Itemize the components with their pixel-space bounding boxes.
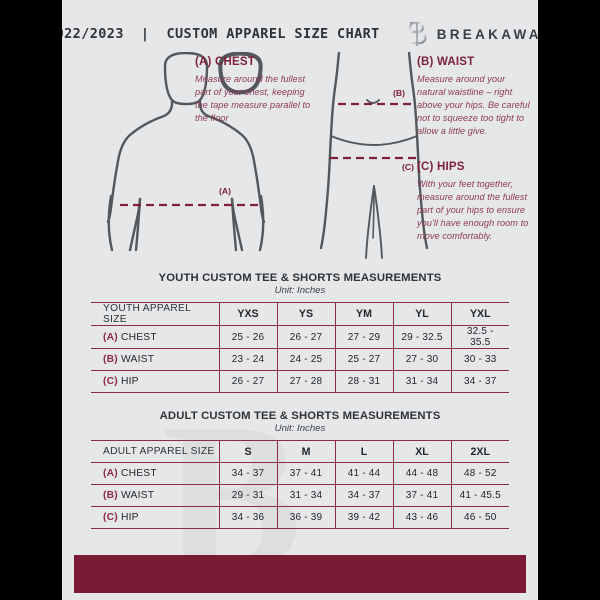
- waist-marker-label: (B): [393, 88, 405, 98]
- adult-r2-c4: 46 - 50: [451, 506, 509, 529]
- adult-size-table: ADULT APPAREL SIZE S M L XL 2XL (A) CHES…: [91, 440, 509, 529]
- chest-caption-body: Measure around the fullest part of your …: [195, 74, 311, 124]
- adult-r1-c4: 41 - 45.5: [451, 484, 509, 507]
- adult-table-unit: Unit: Inches: [274, 423, 326, 434]
- waist-caption-body: Measure around your natural waistline – …: [417, 74, 530, 137]
- table-header-row: ADULT APPAREL SIZE S M L XL 2XL: [91, 440, 509, 463]
- header-chart-title: CUSTOM APPAREL SIZE CHART: [166, 26, 380, 42]
- footer-bar: [74, 555, 526, 593]
- table-row: (B) WAIST 23 - 24 24 - 25 25 - 27 27 - 3…: [91, 348, 509, 371]
- adult-r2-c2: 39 - 42: [335, 506, 394, 529]
- chest-marker-label: (A): [219, 186, 231, 196]
- youth-r1-c0: 23 - 24: [219, 348, 278, 371]
- table-row: (C) HIP 34 - 36 36 - 39 39 - 42 43 - 46 …: [91, 506, 509, 529]
- adult-col-0: S: [219, 440, 278, 463]
- measurement-diagram: (A) (B) (C) (A) CHEST Measure around the…: [62, 52, 538, 270]
- header-season: 2022/2023: [62, 26, 124, 42]
- youth-r0-c4: 32.5 - 35.5: [451, 325, 509, 349]
- youth-table-unit: Unit: Inches: [274, 285, 326, 296]
- table-row: (A) CHEST 34 - 37 37 - 41 41 - 44 44 - 4…: [91, 462, 509, 485]
- adult-r1-c0: 29 - 31: [219, 484, 278, 507]
- adult-r0-c0: 34 - 37: [219, 462, 278, 485]
- youth-r2-c3: 31 - 34: [393, 370, 452, 393]
- waist-caption-heading: (B) WAIST: [417, 56, 475, 68]
- brand-name: BREAKAWAY: [436, 26, 538, 42]
- youth-row-1-label: (B) WAIST: [91, 348, 220, 371]
- adult-col-2: L: [335, 440, 394, 463]
- adult-row-0-label: (A) CHEST: [91, 462, 220, 485]
- table-row: (C) HIP 26 - 27 27 - 28 28 - 31 31 - 34 …: [91, 370, 509, 393]
- adult-row-1-label: (B) WAIST: [91, 484, 220, 507]
- youth-col-1: YS: [277, 302, 336, 326]
- header-title: 2022/2023 | CUSTOM APPAREL SIZE CHART: [62, 26, 380, 42]
- adult-r0-c1: 37 - 41: [277, 462, 336, 485]
- hips-caption-body: With your feet together, measure around …: [417, 179, 529, 242]
- youth-r0-c0: 25 - 26: [219, 325, 278, 349]
- body-figures-svg: [106, 52, 429, 259]
- adult-table-title: ADULT CUSTOM TEE & SHORTS MEASUREMENTS: [159, 410, 441, 422]
- youth-r1-c2: 25 - 27: [335, 348, 394, 371]
- adult-r1-c1: 31 - 34: [277, 484, 336, 507]
- adult-r2-c1: 36 - 39: [277, 506, 336, 529]
- youth-r1-c4: 30 - 33: [451, 348, 509, 371]
- youth-r2-c1: 27 - 28: [277, 370, 336, 393]
- youth-r1-c1: 24 - 25: [277, 348, 336, 371]
- adult-col-4: 2XL: [451, 440, 509, 463]
- youth-col-4: YXL: [451, 302, 509, 326]
- chest-caption-heading: (A) CHEST: [195, 56, 255, 68]
- youth-col-0: YXS: [219, 302, 278, 326]
- size-chart-page: B 2022/2023 | CUSTOM APPAREL SIZE CHART …: [62, 0, 538, 600]
- adult-r0-c2: 41 - 44: [335, 462, 394, 485]
- youth-row-0-label: (A) CHEST: [91, 325, 220, 349]
- youth-r0-c1: 26 - 27: [277, 325, 336, 349]
- adult-r0-c4: 48 - 52: [451, 462, 509, 485]
- adult-r2-c3: 43 - 46: [393, 506, 452, 529]
- youth-measurements-block: YOUTH CUSTOM TEE & SHORTS MEASUREMENTS U…: [62, 272, 538, 393]
- hips-caption: (C) HIPS With your feet together, measur…: [417, 161, 535, 243]
- adult-r0-c3: 44 - 48: [393, 462, 452, 485]
- table-header-row: YOUTH APPAREL SIZE YXS YS YM YL YXL: [91, 302, 509, 326]
- youth-table-title: YOUTH CUSTOM TEE & SHORTS MEASUREMENTS: [158, 272, 442, 284]
- youth-r2-c4: 34 - 37: [451, 370, 509, 393]
- youth-r2-c0: 26 - 27: [219, 370, 278, 393]
- youth-size-table: YOUTH APPAREL SIZE YXS YS YM YL YXL (A) …: [91, 302, 509, 393]
- youth-r0-c3: 29 - 32.5: [393, 325, 452, 349]
- youth-r2-c2: 28 - 31: [335, 370, 394, 393]
- waist-caption: (B) WAIST Measure around your natural wa…: [417, 56, 533, 138]
- adult-row-2-label: (C) HIP: [91, 506, 220, 529]
- header-separator: |: [140, 26, 150, 42]
- adult-col-1: M: [277, 440, 336, 463]
- youth-col-2: YM: [335, 302, 394, 326]
- table-row: (B) WAIST 29 - 31 31 - 34 34 - 37 37 - 4…: [91, 484, 509, 507]
- youth-r0-c2: 27 - 29: [335, 325, 394, 349]
- adult-r1-c3: 37 - 41: [393, 484, 452, 507]
- adult-r2-c0: 34 - 36: [219, 506, 278, 529]
- adult-col-3: XL: [393, 440, 452, 463]
- brand-logo: BREAKAWAY: [406, 20, 538, 48]
- youth-col-3: YL: [393, 302, 452, 326]
- youth-label-header: YOUTH APPAREL SIZE: [91, 302, 220, 326]
- adult-measurements-block: ADULT CUSTOM TEE & SHORTS MEASUREMENTS U…: [62, 410, 538, 529]
- hips-marker-label: (C): [402, 162, 414, 172]
- breakaway-b-monogram-icon: [407, 21, 427, 46]
- table-row: (A) CHEST 25 - 26 26 - 27 27 - 29 29 - 3…: [91, 325, 509, 349]
- hips-caption-heading: (C) HIPS: [417, 161, 465, 173]
- chest-caption: (A) CHEST Measure around the fullest par…: [195, 56, 315, 125]
- page-header: 2022/2023 | CUSTOM APPAREL SIZE CHART BR…: [62, 20, 538, 48]
- youth-r1-c3: 27 - 30: [393, 348, 452, 371]
- adult-label-header: ADULT APPAREL SIZE: [91, 440, 220, 463]
- adult-r1-c2: 34 - 37: [335, 484, 394, 507]
- youth-row-2-label: (C) HIP: [91, 370, 220, 393]
